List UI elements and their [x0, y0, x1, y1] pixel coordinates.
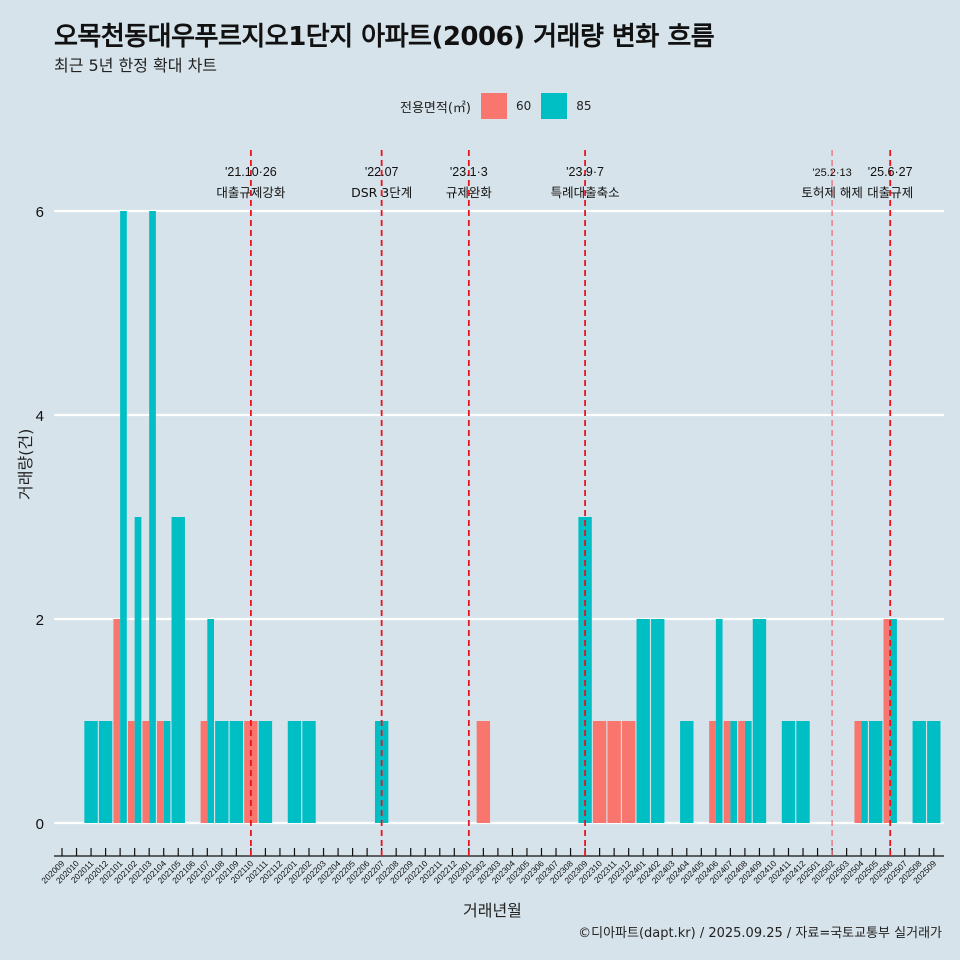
- event-date-label: '22.07: [365, 165, 399, 179]
- bar-85-202011: [84, 721, 98, 823]
- legend-label-85: 85: [576, 99, 592, 113]
- event-name-label: 대출규제강화: [216, 185, 286, 200]
- bar-85-202201: [287, 721, 302, 823]
- bar-85-202111: [258, 721, 273, 823]
- bar-60-202102: [127, 721, 135, 823]
- event-date-label: '21.10·26: [225, 165, 277, 179]
- y-tick-label: 0: [36, 816, 44, 833]
- y-tick-label: 4: [36, 408, 44, 425]
- bar-85-202509: [927, 721, 941, 823]
- bar-60-202104: [157, 721, 164, 823]
- bar-60-202504: [854, 721, 862, 823]
- y-tick-label: 2: [36, 612, 44, 629]
- y-tick-label: 6: [36, 204, 44, 221]
- legend: 전용면적(㎡) 60 85: [400, 93, 602, 119]
- event-date-label: '23.1·3: [450, 165, 488, 179]
- chart-title: 오목천동대우푸르지오1단지 아파트(2006) 거래량 변화 흐름: [54, 22, 715, 52]
- bar-85-202506: [890, 619, 897, 823]
- legend-title: 전용면적(㎡): [400, 100, 471, 116]
- event-date-label: '25.2·13: [812, 167, 851, 179]
- bar-60-202406: [709, 721, 716, 823]
- x-axis-label: 거래년월: [463, 901, 522, 920]
- event-date-label: '25.6·27: [868, 165, 913, 179]
- bar-60-202302: [476, 721, 491, 823]
- bar-85-202508: [912, 721, 926, 823]
- bar-85-202105: [171, 517, 185, 823]
- bar-60-202311: [607, 721, 621, 823]
- bar-85-202504: [861, 721, 868, 823]
- bar-60-202101: [113, 619, 121, 823]
- bar-60-202312: [621, 721, 636, 823]
- y-axis-label: 거래량(건): [16, 428, 35, 500]
- bar-85-202202: [302, 721, 316, 823]
- bar-85-202101: [120, 211, 127, 823]
- event-name-label: 대출규제: [867, 185, 913, 200]
- event-name-label: 특례대출축소: [551, 185, 620, 200]
- bar-60-202103: [142, 721, 150, 823]
- bar-85-202407: [730, 721, 738, 823]
- event-name-label: 규제완화: [446, 185, 493, 200]
- bar-85-202404: [680, 721, 694, 823]
- legend-label-60: 60: [515, 99, 532, 113]
- bar-85-202411: [781, 721, 796, 823]
- bar-85-202104: [163, 721, 171, 823]
- bar-85-202406: [715, 619, 723, 823]
- chart-subtitle: 최근 5년 한정 확대 차트: [54, 56, 218, 75]
- bar-60-202408: [738, 721, 745, 823]
- bar-85-202109: [229, 721, 244, 823]
- bar-60-202506: [883, 619, 891, 823]
- legend-swatch-60: [480, 93, 507, 119]
- legend-swatch-85: [541, 93, 568, 119]
- bar-85-202103: [149, 211, 156, 823]
- bar-85-202107: [207, 619, 214, 823]
- bar-85-202012: [98, 721, 113, 823]
- event-name-label: DSR 3단계: [351, 185, 412, 200]
- event-date-label: '23.9·7: [566, 165, 604, 179]
- event-name-label: 토허제 해제: [801, 185, 862, 200]
- bar-85-202102: [134, 517, 142, 823]
- bar-60-202407: [723, 721, 731, 823]
- bar-85-202505: [868, 721, 883, 823]
- bar-60-202107: [200, 721, 208, 823]
- bar-85-202401: [636, 619, 650, 823]
- bar-85-202408: [744, 721, 752, 823]
- bar-60-202310: [592, 721, 607, 823]
- bar-85-202402: [651, 619, 665, 823]
- bar-85-202108: [215, 721, 229, 823]
- bar-85-202412: [796, 721, 810, 823]
- bar-85-202409: [752, 619, 767, 823]
- source-caption: ©디아파트(dapt.kr) / 2025.09.25 / 자료=국토교통부 실…: [578, 926, 942, 941]
